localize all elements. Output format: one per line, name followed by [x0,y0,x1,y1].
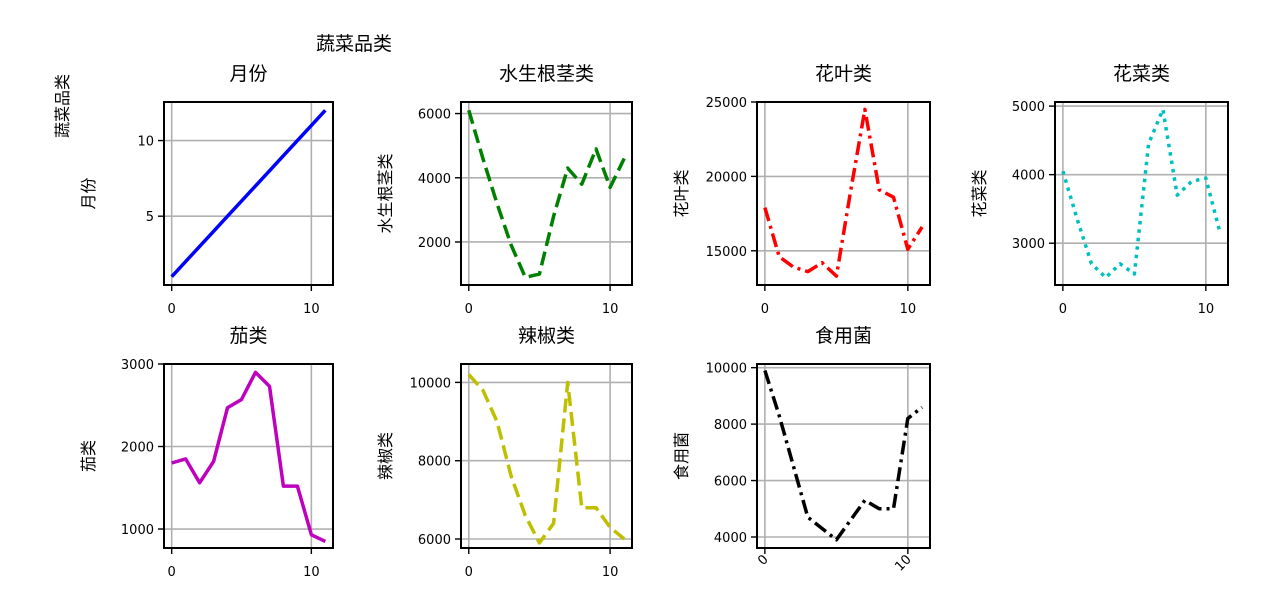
x-tick-label: 10 [900,302,917,317]
y-axis-label: 花菜类 [970,169,989,217]
y-tick-label: 5000 [1012,100,1045,115]
axes-frame [460,363,633,549]
subplot-title: 食用菌 [815,325,872,347]
x-tick-label: 10 [303,302,320,317]
y-tick-label: 6000 [418,533,451,548]
axes-frame [756,363,931,549]
y-tick-label: 4000 [1012,169,1045,184]
y-tick-label: 2000 [121,441,154,456]
y-axis-label: 食用菌 [672,432,691,480]
subplot-title: 水生根茎类 [499,63,594,85]
x-tick-label: 10 [303,565,320,580]
y-axis-label: 水生根茎类 [376,153,395,233]
series-line [467,373,626,545]
x-tick-label: 0 [465,302,473,317]
y-axis-label: 辣椒类 [376,432,395,480]
series-line [1061,107,1222,280]
y-tick-label: 6000 [418,108,451,123]
subplot-title: 月份 [229,63,267,85]
y-tick-label: 2000 [418,236,451,251]
x-tick-label: 10 [1198,302,1215,317]
axes-frame [163,363,334,549]
subplot-title: 茄类 [229,325,267,347]
x-tick-label: 10 [602,565,619,580]
x-tick-label: 0 [755,552,771,568]
y-tick-label: 8000 [418,455,451,470]
axes-frame [756,101,931,286]
y-tick-label: 10 [137,135,154,150]
y-tick-label: 4000 [418,172,451,187]
y-tick-label: 8000 [714,418,747,433]
series-line [170,109,327,278]
y-tick-label: 15000 [706,245,747,260]
x-tick-label: 0 [168,565,176,580]
y-axis-label: 茄类 [79,440,98,472]
y-axis-label: 花叶类 [672,169,691,217]
axes-frame [1054,101,1229,286]
y-tick-label: 10000 [410,376,451,391]
series-line [171,370,327,543]
y-tick-label: 1000 [121,523,154,538]
y-tick-label: 5 [146,210,154,225]
y-tick-label: 25000 [706,96,747,111]
x-tick-label: 10 [602,302,619,317]
y-tick-label: 4000 [714,531,747,546]
x-tick-label: 0 [168,302,176,317]
subplot-title: 辣椒类 [518,325,575,347]
x-tick-label: 0 [465,565,473,580]
series-line [763,369,924,542]
x-tick-label: 10 [892,552,914,574]
axes-frame [460,101,633,286]
x-tick-label: 0 [1059,302,1067,317]
y-tick-label: 20000 [706,170,747,185]
subplot-title: 花菜类 [1113,63,1170,85]
y-tick-label: 3000 [121,358,154,373]
axes-frame [163,101,334,286]
series-line [763,107,924,278]
y-axis-label: 月份 [79,177,98,209]
y-tick-label: 3000 [1012,237,1045,252]
y-tick-label: 6000 [714,475,747,490]
y-tick-label: 10000 [706,362,747,377]
figure-suptitle: 蔬菜品类 [316,33,392,55]
x-tick-label: 0 [761,302,769,317]
outer-row-label: 蔬菜品类 [53,74,72,138]
subplot-title: 花叶类 [815,63,872,85]
series-line [467,109,626,280]
